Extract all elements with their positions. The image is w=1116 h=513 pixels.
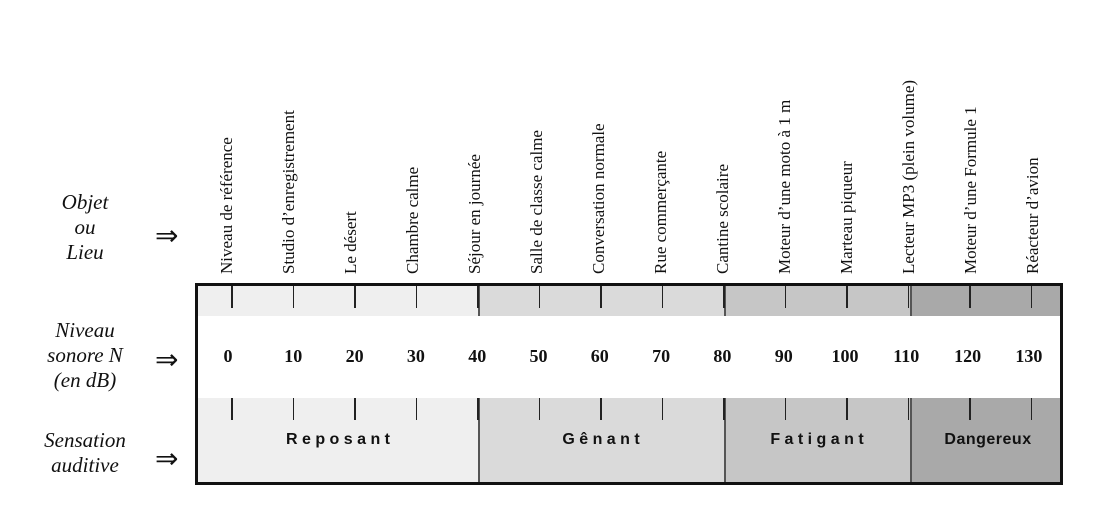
object-label: Moteur d’une Formule 1	[961, 106, 980, 274]
level-number: 0	[223, 346, 233, 366]
top-tick	[784, 286, 786, 308]
level-row-label: Niveau sonore N (en dB)	[0, 318, 170, 393]
level-number: 80	[713, 346, 732, 366]
level-number: 120	[954, 346, 982, 366]
top-tick	[846, 286, 848, 308]
object-label: Moteur d’une moto à 1 m	[775, 99, 794, 274]
bottom-tick	[477, 398, 479, 420]
object-label: Rue commerçante	[651, 150, 670, 274]
bottom-tick	[969, 398, 971, 420]
top-tick	[723, 286, 725, 308]
top-tick	[231, 286, 233, 308]
bottom-tick	[907, 398, 909, 420]
level-number: 90	[774, 346, 793, 366]
bottom-tick	[784, 398, 786, 420]
object-label: Cantine scolaire	[713, 164, 732, 274]
level-number: 20	[345, 346, 364, 366]
top-tick	[600, 286, 602, 308]
arrow-icon: ⇒	[155, 219, 179, 252]
object-label: Chambre calme	[403, 166, 422, 274]
object-label-line: ou	[74, 215, 96, 239]
object-label: Salle de classe calme	[527, 130, 546, 274]
top-tick	[661, 286, 663, 308]
bottom-tick	[661, 398, 663, 420]
top-tick	[1030, 286, 1032, 308]
bottom-tick	[415, 398, 417, 420]
object-label: Conversation normale	[589, 123, 608, 274]
bottom-tick	[538, 398, 540, 420]
object-label: Séjour en journée	[465, 154, 484, 274]
bottom-tick	[846, 398, 848, 420]
bottom-tick	[354, 398, 356, 420]
object-label: Studio d’enregistrement	[279, 110, 298, 274]
object-label-line: Lieu	[66, 240, 104, 264]
level-number: 40	[468, 346, 487, 366]
object-label: Marteau piqueur	[837, 161, 856, 274]
object-label: Réacteur d’avion	[1023, 157, 1042, 274]
top-tick	[907, 286, 909, 308]
object-label: Niveau de référence	[217, 137, 236, 274]
bottom-tick	[600, 398, 602, 420]
level-number: 110	[893, 346, 920, 366]
object-label: Le désert	[341, 211, 360, 274]
level-label-line: sonore N	[47, 343, 123, 367]
sound-level-scale: 0 10 20 30 40 50 60 70 80 90 100 110 120 130 R e p o …	[195, 283, 1063, 485]
sensation-row-label: Sensation auditive	[0, 428, 170, 478]
sensation-label: R e p o s a n t	[285, 431, 391, 448]
level-number: 100	[831, 346, 859, 366]
top-tick	[477, 286, 479, 308]
level-number: 130	[1015, 346, 1043, 366]
level-band	[198, 316, 1060, 398]
level-label-line: (en dB)	[53, 368, 117, 392]
top-tick	[538, 286, 540, 308]
level-number: 60	[590, 346, 609, 366]
level-label-line: Niveau	[55, 318, 115, 342]
object-row-label: Objet ou Lieu	[0, 190, 170, 265]
top-tick	[354, 286, 356, 308]
level-number: 30	[406, 346, 425, 366]
object-label-line: Objet	[61, 190, 109, 214]
bottom-tick	[723, 398, 725, 420]
bottom-tick	[231, 398, 233, 420]
top-tick	[969, 286, 971, 308]
sensation-label-line: auditive	[51, 453, 119, 477]
bottom-tick	[1030, 398, 1032, 420]
object-label: Lecteur MP3 (plein volume)	[899, 79, 918, 274]
arrow-icon: ⇒	[155, 442, 179, 475]
sensation-label: F a t i g a n t	[770, 431, 864, 448]
sensation-label-line: Sensation	[44, 428, 126, 452]
level-number: 50	[529, 346, 548, 366]
arrow-icon: ⇒	[155, 343, 179, 376]
top-tick	[292, 286, 294, 308]
bottom-tick	[292, 398, 294, 420]
level-number: 10	[284, 346, 303, 366]
sensation-label: G ê n a n t	[562, 431, 640, 448]
sensation-label: Dangereux	[944, 431, 1032, 448]
level-number: 70	[652, 346, 671, 366]
top-tick	[415, 286, 417, 308]
